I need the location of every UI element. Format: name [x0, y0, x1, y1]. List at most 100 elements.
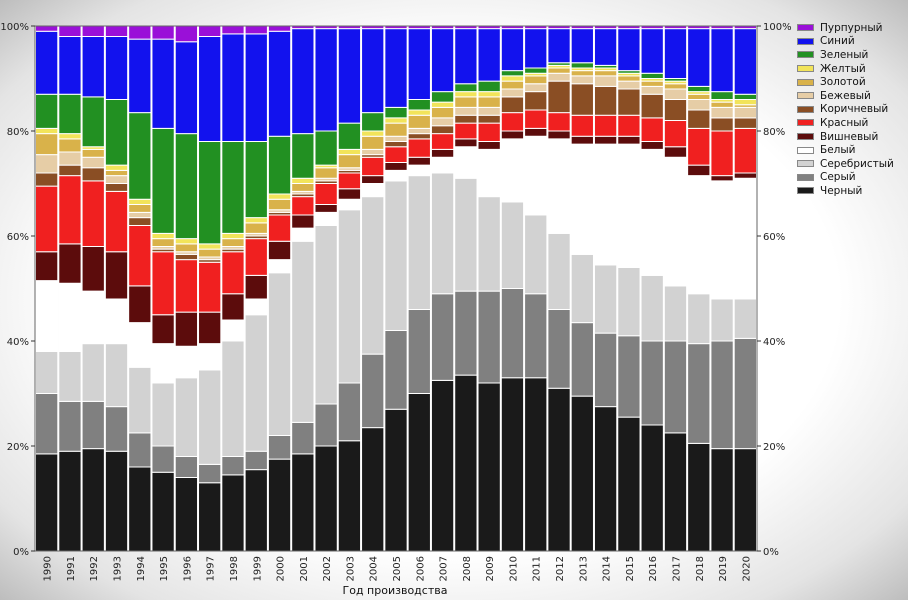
bar-segment-2015-6 — [617, 88, 641, 116]
legend-swatch — [797, 24, 814, 32]
bar-segment-1992-6 — [81, 167, 105, 182]
bar-segment-1991-12 — [58, 25, 82, 37]
bar-segment-2004-0 — [361, 427, 385, 552]
bar-segment-2001-8 — [291, 183, 315, 192]
bar-segment-1993-4 — [104, 251, 129, 300]
legend-item: Серебристый — [797, 157, 894, 171]
legend-item: Золотой — [797, 75, 894, 89]
x-tick-label: 2006 — [415, 556, 426, 581]
y-tick-label-right: 80% — [763, 127, 785, 138]
bar-segment-1991-2 — [58, 351, 82, 402]
bar-segment-2010-1 — [500, 288, 525, 379]
bar-segment-2020-0 — [733, 448, 757, 552]
bar-segment-2011-4 — [524, 127, 548, 137]
legend-label: Белый — [820, 144, 856, 157]
bar-segment-1997-5 — [198, 261, 222, 313]
bar-segment-2007-1 — [430, 293, 455, 381]
bar-segment-2016-1 — [640, 340, 664, 426]
legend-label: Коричневый — [820, 103, 889, 116]
bar-segment-1995-1 — [151, 445, 175, 473]
bar-segment-2018-0 — [687, 442, 711, 552]
bar-segment-2010-11 — [500, 28, 525, 72]
bar-segment-2001-0 — [291, 453, 315, 552]
bar-segment-1993-2 — [104, 343, 129, 408]
bar-segment-1995-9 — [151, 232, 175, 240]
bar-segment-1995-11 — [151, 38, 175, 129]
bar-segment-1991-3 — [58, 282, 82, 352]
bar-segment-2004-7 — [361, 148, 385, 156]
bar-segment-2018-1 — [687, 343, 711, 444]
bar-segment-2009-6 — [477, 114, 501, 124]
bar-segment-2006-7 — [407, 127, 431, 135]
y-tick-label-left: 60% — [7, 232, 29, 243]
bar-segment-2018-3 — [687, 175, 711, 295]
bar-segment-2019-10 — [710, 91, 734, 100]
bar-segment-1990-12 — [35, 25, 59, 32]
bar-segment-1996-10 — [174, 133, 199, 240]
bar-segment-2016-4 — [640, 141, 664, 150]
bar-segment-2019-5 — [710, 130, 734, 177]
bar-segment-2001-1 — [291, 421, 315, 455]
x-tick-label: 2011 — [532, 556, 543, 581]
x-tick-label: 2001 — [299, 556, 310, 581]
legend-item: Пурпурный — [797, 21, 894, 35]
bar-segment-2008-11 — [454, 28, 478, 85]
y-tick-label-left: 0% — [13, 547, 29, 558]
bar-segment-2001-3 — [291, 227, 315, 242]
bar-segment-1992-4 — [81, 246, 105, 292]
y-tick-label-left: 80% — [7, 127, 29, 138]
bar-segment-1991-9 — [58, 133, 82, 140]
legend-swatch — [797, 173, 814, 181]
x-tick-label: 1996 — [182, 556, 193, 581]
bar-segment-2013-4 — [570, 135, 594, 145]
x-tick-label: 2014 — [602, 556, 613, 581]
x-tick-label: 2017 — [671, 556, 682, 581]
bar-segment-2000-0 — [267, 458, 292, 552]
bar-segment-1990-4 — [35, 251, 59, 282]
bar-segment-2010-9 — [500, 75, 525, 82]
bar-segment-1999-1 — [244, 450, 268, 471]
bar-segment-2000-11 — [267, 30, 292, 137]
bar-segment-2008-1 — [454, 290, 478, 376]
bar-segment-2003-9 — [337, 148, 362, 156]
bar-segment-2012-7 — [547, 72, 571, 82]
bar-segment-2018-6 — [687, 109, 711, 129]
legend-item: Вишневый — [797, 130, 894, 144]
legend-item: Зеленый — [797, 48, 894, 62]
bar-segment-2009-11 — [477, 28, 501, 82]
bar-segment-2012-2 — [547, 232, 571, 310]
bar-segment-2017-2 — [663, 285, 688, 342]
bar-segment-1995-12 — [151, 25, 175, 40]
legend-label: Золотой — [820, 76, 866, 89]
bar-segment-1993-3 — [104, 298, 129, 345]
bar-segment-1997-10 — [198, 141, 222, 245]
legend-swatch — [797, 160, 814, 168]
legend-item: Черный — [797, 184, 894, 198]
bar-segment-2017-11 — [663, 28, 688, 79]
bar-segment-2017-0 — [663, 432, 688, 552]
bar-segment-2005-11 — [384, 28, 408, 108]
legend-swatch — [797, 78, 814, 86]
legend-label: Красный — [820, 116, 869, 129]
bar-segment-2004-9 — [361, 130, 385, 137]
bar-segment-1993-1 — [104, 406, 129, 452]
bar-segment-1996-5 — [174, 259, 199, 313]
legend-item: Белый — [797, 143, 894, 157]
bar-segment-2002-0 — [314, 445, 338, 552]
bar-segment-1999-4 — [244, 274, 268, 300]
bar-segment-2009-0 — [477, 382, 501, 552]
bar-segment-2008-4 — [454, 138, 478, 148]
bar-segment-2011-8 — [524, 75, 548, 85]
bar-segment-2014-11 — [593, 28, 618, 66]
bar-segment-2016-10 — [640, 72, 664, 79]
bar-segment-2018-5 — [687, 127, 711, 166]
bar-segment-1998-1 — [221, 456, 245, 476]
bar-segment-2014-3 — [593, 143, 618, 266]
bar-segment-2016-5 — [640, 117, 664, 142]
bar-segment-2010-5 — [500, 112, 525, 132]
bar-segment-2014-0 — [593, 406, 618, 552]
legend-swatch — [797, 51, 814, 59]
bar-segment-2012-4 — [547, 130, 571, 140]
bar-segment-2015-3 — [617, 143, 641, 268]
bar-segment-1990-3 — [35, 280, 59, 352]
